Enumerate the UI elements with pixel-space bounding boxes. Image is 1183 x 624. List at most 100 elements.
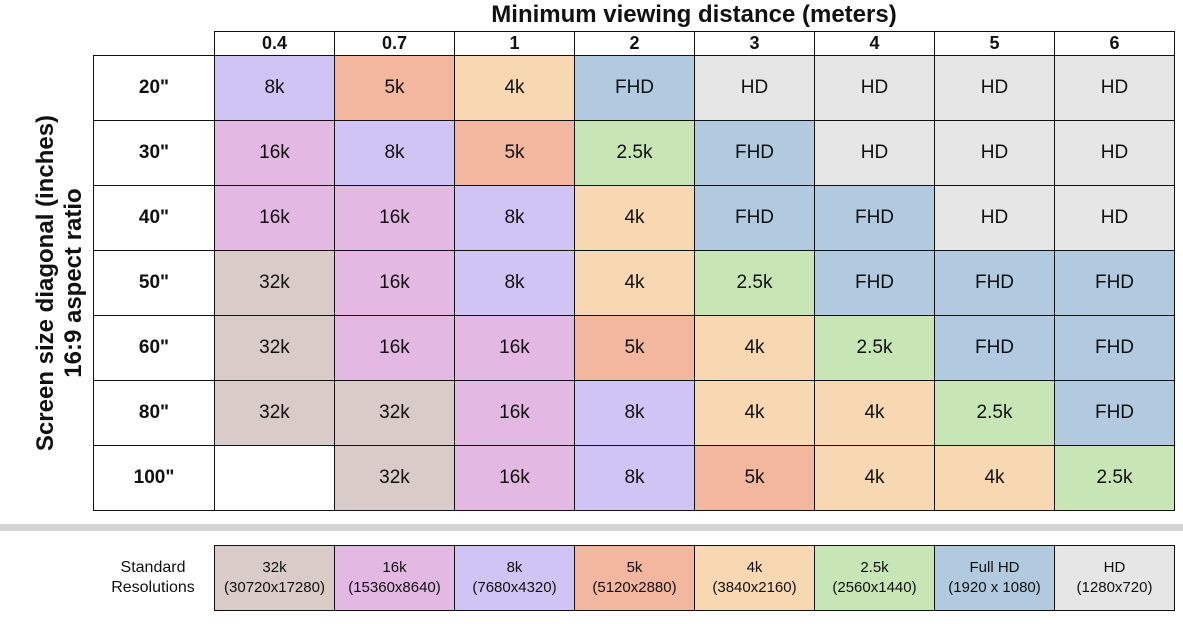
- resolution-cell: 16k: [454, 380, 574, 445]
- resolution-cell: 16k: [214, 120, 334, 185]
- legend-item-name: HD: [1103, 559, 1126, 576]
- resolution-cell: FHD: [814, 250, 934, 315]
- column-header: 2: [574, 31, 694, 55]
- legend-item-name: 8k: [506, 559, 523, 576]
- resolution-cell: 4k: [574, 250, 694, 315]
- resolution-cell: 8k: [574, 445, 694, 510]
- resolution-cell: 16k: [334, 185, 454, 250]
- grid-right-border: [1174, 31, 1175, 511]
- legend-item: 5k (5120x2880): [574, 545, 694, 611]
- column-header: 0.4: [214, 31, 334, 55]
- resolution-cell: 16k: [214, 185, 334, 250]
- resolution-cell: 8k: [334, 120, 454, 185]
- row-header: 30": [93, 120, 214, 185]
- resolution-cell: HD: [1054, 185, 1174, 250]
- resolution-cell: 4k: [694, 315, 814, 380]
- resolution-cell: 5k: [454, 120, 574, 185]
- legend-item-name: 2.5k: [860, 559, 889, 576]
- row-header: 100": [93, 445, 214, 510]
- legend-title-line-1: Standard: [120, 559, 186, 576]
- resolution-cell: 8k: [454, 250, 574, 315]
- legend-item: HD (1280x720): [1054, 545, 1174, 611]
- resolution-cell: 2.5k: [814, 315, 934, 380]
- resolution-cell: HD: [694, 55, 814, 120]
- resolution-cell: 2.5k: [934, 380, 1054, 445]
- column-header: 4: [814, 31, 934, 55]
- column-header: 6: [1054, 31, 1174, 55]
- resolution-cell: FHD: [574, 55, 694, 120]
- resolution-cell: [214, 445, 334, 510]
- row-header: 40": [93, 185, 214, 250]
- column-header: 0.7: [334, 31, 454, 55]
- y-axis-title-line-2: 16:9 aspect ratio: [60, 188, 87, 378]
- resolution-cell: 4k: [574, 185, 694, 250]
- legend-item: 16k (15360x8640): [334, 545, 454, 611]
- legend-item-resolution: (3840x2160): [712, 579, 797, 596]
- legend-item-name: Full HD: [969, 559, 1020, 576]
- legend-item: Full HD (1920 x 1080): [934, 545, 1054, 611]
- resolution-cell: HD: [814, 120, 934, 185]
- legend-item-name: 32k: [262, 559, 287, 576]
- resolution-cell: 8k: [454, 185, 574, 250]
- legend-item-resolution: (5120x2880): [592, 579, 677, 596]
- resolution-cell: 2.5k: [574, 120, 694, 185]
- column-header: 1: [454, 31, 574, 55]
- resolution-cell: 32k: [214, 315, 334, 380]
- row-header: 20": [93, 55, 214, 120]
- resolution-cell: FHD: [1054, 315, 1174, 380]
- y-axis-title: Screen size diagonal (inches) 16:9 aspec…: [32, 73, 92, 493]
- legend-item-name: 4k: [746, 559, 763, 576]
- legend-item-resolution: (1920 x 1080): [948, 579, 1041, 596]
- resolution-cell: 5k: [694, 445, 814, 510]
- resolution-cell: 2.5k: [1054, 445, 1174, 510]
- resolution-cell: HD: [1054, 120, 1174, 185]
- resolution-cell: FHD: [1054, 380, 1174, 445]
- resolution-cell: 16k: [454, 315, 574, 380]
- legend-item-resolution: (30720x17280): [224, 579, 325, 596]
- legend-title-line-2: Resolutions: [111, 579, 195, 596]
- resolution-cell: FHD: [694, 120, 814, 185]
- resolution-cell: 32k: [334, 445, 454, 510]
- legend-item: 2.5k (2560x1440): [814, 545, 934, 611]
- resolution-cell: 4k: [694, 380, 814, 445]
- x-axis-title: Minimum viewing distance (meters): [491, 1, 897, 28]
- legend-item: 8k (7680x4320): [454, 545, 574, 611]
- resolution-cell: 16k: [334, 315, 454, 380]
- resolution-cell: FHD: [934, 315, 1054, 380]
- legend-item: 32k (30720x17280): [214, 545, 334, 611]
- resolution-cell: 4k: [814, 445, 934, 510]
- resolution-cell: HD: [814, 55, 934, 120]
- resolution-cell: 16k: [334, 250, 454, 315]
- resolution-cell: 2.5k: [694, 250, 814, 315]
- resolution-cell: HD: [934, 55, 1054, 120]
- column-header: 3: [694, 31, 814, 55]
- resolution-cell: 32k: [214, 250, 334, 315]
- resolution-cell: 5k: [334, 55, 454, 120]
- resolution-cell: HD: [934, 120, 1054, 185]
- section-divider: [0, 524, 1183, 531]
- resolution-cell: 8k: [574, 380, 694, 445]
- row-header: 60": [93, 315, 214, 380]
- row-header: 50": [93, 250, 214, 315]
- resolution-cell: HD: [934, 185, 1054, 250]
- legend-item: 4k (3840x2160): [694, 545, 814, 611]
- y-axis-title-line-1: Screen size diagonal (inches): [32, 114, 59, 452]
- legend-item-resolution: (2560x1440): [832, 579, 917, 596]
- resolution-cell: 4k: [454, 55, 574, 120]
- resolution-cell: 5k: [574, 315, 694, 380]
- resolution-cell: 32k: [334, 380, 454, 445]
- resolution-cell: 4k: [814, 380, 934, 445]
- resolution-cell: FHD: [1054, 250, 1174, 315]
- resolution-cell: 8k: [214, 55, 334, 120]
- legend-title: Standard Resolutions: [93, 545, 213, 611]
- resolution-cell: FHD: [934, 250, 1054, 315]
- legend-item-resolution: (15360x8640): [348, 579, 441, 596]
- legend-item-resolution: (7680x4320): [472, 579, 557, 596]
- resolution-cell: FHD: [694, 185, 814, 250]
- legend-right-border: [1174, 545, 1175, 611]
- legend-item-name: 5k: [626, 559, 643, 576]
- row-header: 80": [93, 380, 214, 445]
- legend-item-resolution: (1280x720): [1076, 579, 1153, 596]
- grid-bottom-border: [93, 510, 1175, 511]
